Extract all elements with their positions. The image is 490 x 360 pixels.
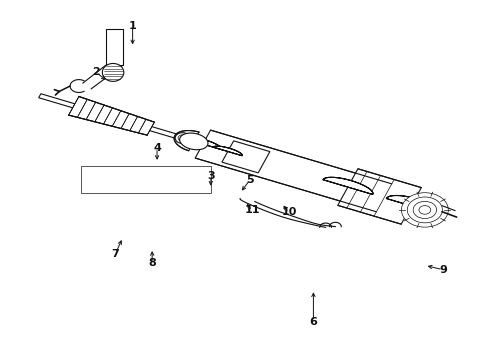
Polygon shape <box>323 177 373 194</box>
Text: 4: 4 <box>153 143 161 153</box>
Circle shape <box>175 133 190 143</box>
Polygon shape <box>184 137 222 150</box>
Polygon shape <box>102 63 124 81</box>
Circle shape <box>178 135 187 141</box>
Polygon shape <box>195 130 392 212</box>
Text: 11: 11 <box>245 206 260 216</box>
Polygon shape <box>106 30 123 65</box>
Text: 10: 10 <box>281 207 296 217</box>
Text: 9: 9 <box>439 265 447 275</box>
Polygon shape <box>386 195 437 213</box>
Circle shape <box>407 197 442 223</box>
Polygon shape <box>180 133 208 150</box>
Text: 3: 3 <box>207 171 215 181</box>
Text: 5: 5 <box>246 175 254 185</box>
Circle shape <box>401 193 448 227</box>
Circle shape <box>413 201 437 219</box>
Text: 6: 6 <box>310 317 318 327</box>
Polygon shape <box>338 169 421 224</box>
Polygon shape <box>69 96 154 135</box>
Text: 8: 8 <box>148 258 156 268</box>
Text: 1: 1 <box>129 21 137 31</box>
Text: 2: 2 <box>92 67 100 77</box>
Polygon shape <box>39 94 394 203</box>
Polygon shape <box>222 141 270 173</box>
Circle shape <box>419 206 431 214</box>
Text: 7: 7 <box>112 248 120 258</box>
Polygon shape <box>213 146 243 156</box>
